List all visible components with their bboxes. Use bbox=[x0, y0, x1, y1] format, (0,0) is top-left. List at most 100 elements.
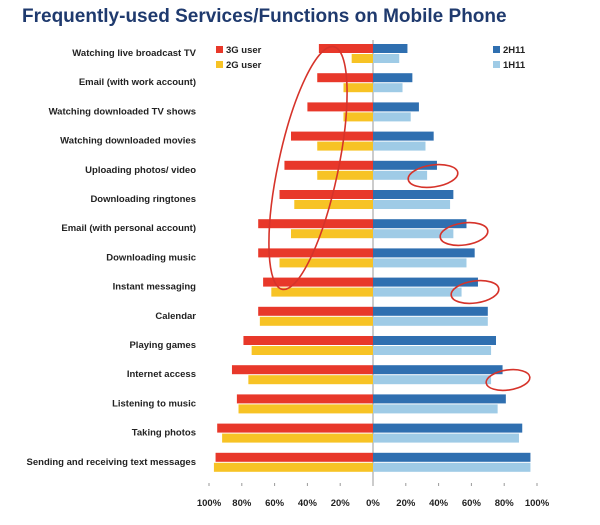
category-label-7: Downloading music bbox=[106, 252, 196, 263]
bar-1h11-0 bbox=[373, 54, 400, 63]
bar-1h11-7 bbox=[373, 258, 467, 268]
bar-2h11-12 bbox=[373, 394, 506, 404]
annotation-ellipse-2 bbox=[439, 221, 489, 247]
bar-2h11-7 bbox=[373, 248, 475, 258]
bar-2g-4 bbox=[317, 170, 373, 180]
bar-2h11-1 bbox=[373, 73, 413, 83]
legend-swatch-right-0 bbox=[493, 46, 500, 53]
bar-1h11-8 bbox=[373, 287, 462, 297]
bar-2g-5 bbox=[294, 200, 373, 209]
bar-2h11-11 bbox=[373, 365, 503, 375]
category-label-5: Downloading ringtones bbox=[90, 194, 196, 205]
right-tick-label: 40% bbox=[429, 498, 449, 509]
bar-2g-7 bbox=[279, 258, 373, 268]
legend-swatch-left-0 bbox=[216, 46, 223, 53]
bar-2h11-4 bbox=[373, 160, 437, 170]
bar-3g-7 bbox=[258, 248, 373, 258]
category-label-10: Playing games bbox=[129, 340, 196, 351]
bar-2h11-13 bbox=[373, 423, 523, 433]
bar-2h11-8 bbox=[373, 277, 478, 287]
bar-2h11-0 bbox=[373, 44, 408, 53]
annotation-ellipse-1 bbox=[407, 163, 459, 189]
bar-3g-8 bbox=[263, 277, 373, 287]
annotation-ellipse-0 bbox=[268, 45, 348, 291]
category-label-13: Taking photos bbox=[132, 428, 196, 439]
left-tick-label: 20% bbox=[331, 498, 351, 509]
left-tick-label: 0% bbox=[366, 498, 380, 509]
legend-label-left-0: 3G user bbox=[226, 45, 262, 56]
bar-2g-12 bbox=[238, 404, 373, 414]
bar-3g-2 bbox=[307, 102, 373, 112]
legend-swatch-left-1 bbox=[216, 61, 223, 68]
legend-swatch-right-1 bbox=[493, 61, 500, 68]
category-label-12: Listening to music bbox=[112, 398, 196, 409]
bar-1h11-13 bbox=[373, 433, 519, 443]
category-label-0: Watching live broadcast TV bbox=[72, 48, 196, 59]
bar-2h11-3 bbox=[373, 131, 434, 141]
category-label-6: Email (with personal account) bbox=[61, 223, 196, 234]
right-tick-label: 20% bbox=[396, 498, 416, 509]
left-tick-label: 100% bbox=[197, 498, 222, 509]
bar-2h11-9 bbox=[373, 306, 488, 316]
bar-1h11-6 bbox=[373, 229, 454, 239]
bar-2g-2 bbox=[343, 112, 373, 122]
bar-2g-6 bbox=[291, 229, 373, 239]
left-tick-label: 60% bbox=[265, 498, 285, 509]
bar-2g-14 bbox=[213, 462, 373, 472]
category-label-8: Instant messaging bbox=[113, 282, 197, 293]
bar-3g-4 bbox=[284, 160, 373, 170]
bar-3g-0 bbox=[318, 44, 373, 53]
bar-3g-13 bbox=[217, 423, 373, 433]
bar-2g-9 bbox=[259, 316, 373, 326]
category-label-14: Sending and receiving text messages bbox=[27, 457, 196, 468]
bar-1h11-12 bbox=[373, 404, 498, 414]
bar-3g-6 bbox=[258, 219, 373, 229]
bar-2h11-10 bbox=[373, 336, 496, 345]
bar-3g-3 bbox=[291, 131, 373, 141]
category-label-4: Uploading photos/ video bbox=[85, 165, 196, 176]
bar-2h11-14 bbox=[373, 452, 531, 462]
legend-label-right-0: 2H11 bbox=[503, 45, 526, 56]
legend-label-right-1: 1H11 bbox=[503, 60, 526, 71]
bar-2g-13 bbox=[222, 433, 373, 443]
bar-3g-12 bbox=[236, 394, 373, 404]
bar-2h11-6 bbox=[373, 219, 467, 229]
legend-label-left-1: 2G user bbox=[226, 60, 262, 71]
annotation-ellipse-3 bbox=[450, 279, 500, 305]
bar-3g-10 bbox=[243, 336, 373, 345]
bar-1h11-14 bbox=[373, 462, 531, 472]
right-tick-label: 60% bbox=[462, 498, 482, 509]
category-label-9: Calendar bbox=[155, 311, 196, 322]
bar-3g-11 bbox=[231, 365, 373, 375]
bar-2g-11 bbox=[248, 375, 373, 385]
bar-1h11-4 bbox=[373, 170, 428, 180]
bar-2h11-5 bbox=[373, 190, 454, 199]
bar-3g-14 bbox=[215, 452, 373, 462]
bar-2g-1 bbox=[343, 83, 373, 93]
annotation-ellipse-4 bbox=[485, 368, 531, 392]
category-label-3: Watching downloaded movies bbox=[60, 136, 196, 147]
bar-2g-10 bbox=[251, 346, 373, 355]
left-tick-label: 40% bbox=[298, 498, 318, 509]
category-label-2: Watching downloaded TV shows bbox=[49, 106, 196, 117]
bar-1h11-1 bbox=[373, 83, 403, 93]
chart-title: Frequently-used Services/Functions on Mo… bbox=[22, 6, 507, 27]
bar-1h11-5 bbox=[373, 200, 451, 209]
bar-2g-3 bbox=[317, 141, 373, 151]
right-tick-label: 100% bbox=[525, 498, 550, 509]
bar-1h11-9 bbox=[373, 316, 488, 326]
bar-2g-0 bbox=[351, 54, 373, 63]
right-tick-label: 80% bbox=[495, 498, 515, 509]
bar-2h11-2 bbox=[373, 102, 419, 112]
bar-1h11-3 bbox=[373, 141, 426, 151]
bar-3g-1 bbox=[317, 73, 373, 83]
category-label-11: Internet access bbox=[127, 369, 196, 380]
category-label-1: Email (with work account) bbox=[79, 77, 196, 88]
bar-2g-8 bbox=[271, 287, 373, 297]
bar-3g-5 bbox=[279, 190, 373, 199]
bar-1h11-2 bbox=[373, 112, 411, 122]
bar-3g-9 bbox=[258, 306, 373, 316]
bar-1h11-10 bbox=[373, 346, 492, 355]
bar-1h11-11 bbox=[373, 375, 492, 385]
